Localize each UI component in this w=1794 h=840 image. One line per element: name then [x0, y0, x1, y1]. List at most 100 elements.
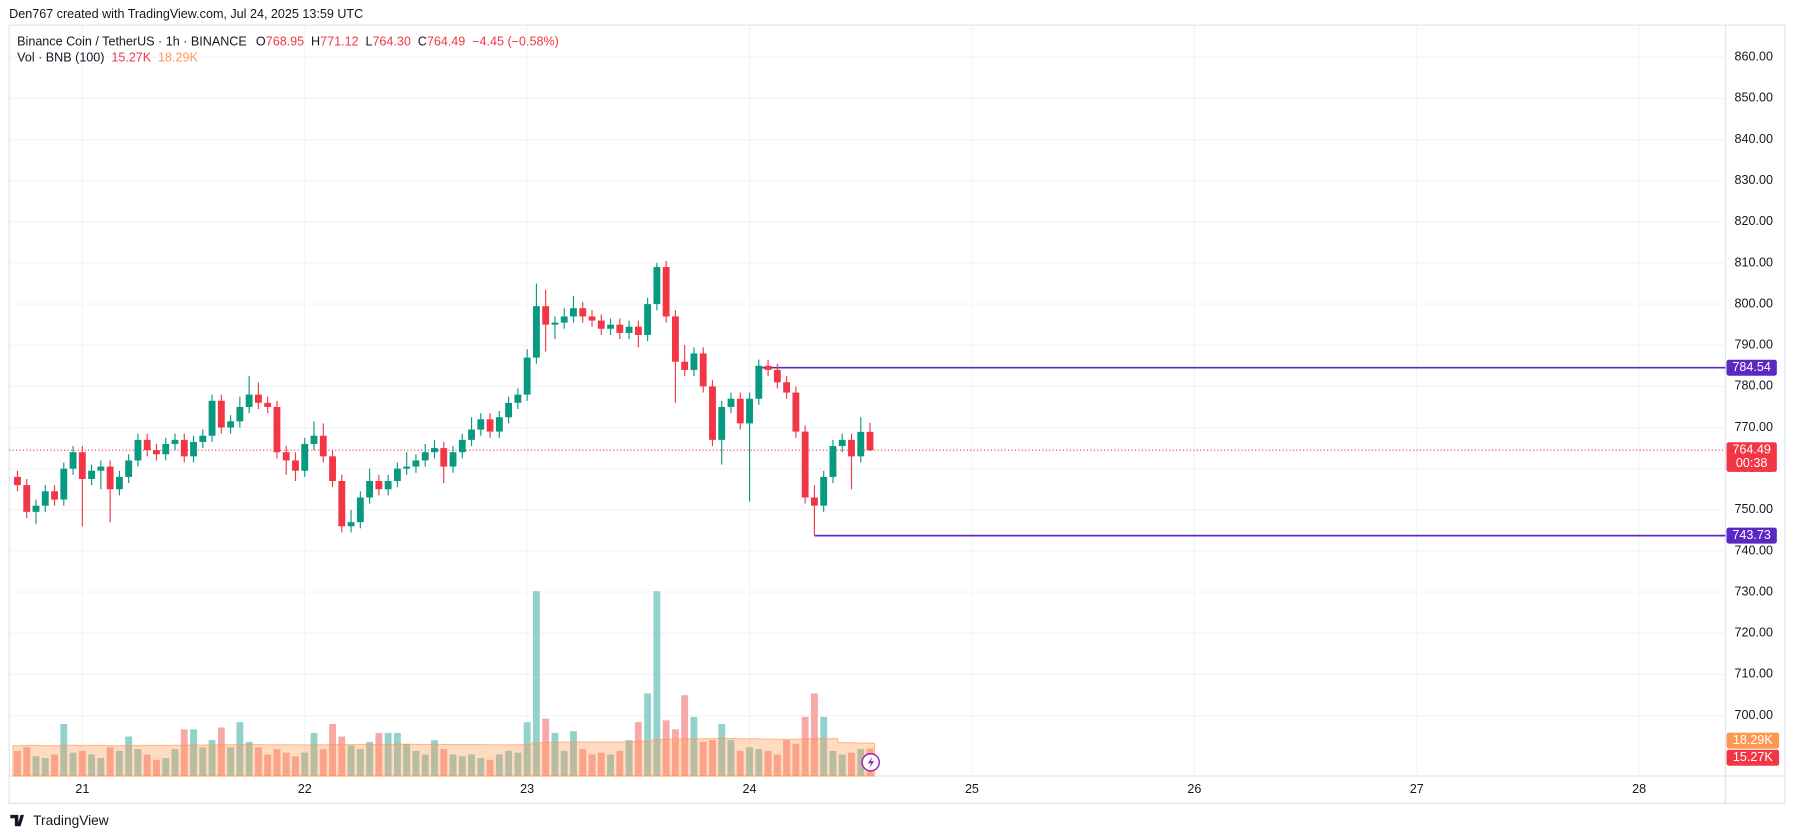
volume-title: Vol · BNB (100) — [17, 51, 104, 65]
candle-body — [88, 470, 96, 479]
volume-bar — [829, 750, 837, 776]
candle-body — [403, 466, 411, 469]
candle-body — [588, 316, 596, 321]
y-tick-label: 700.00 — [1735, 708, 1773, 722]
volume-bar — [718, 723, 726, 776]
volume-bar — [41, 758, 49, 776]
candle-body — [848, 439, 855, 457]
volume-bar — [486, 759, 494, 776]
candle-body — [329, 456, 336, 482]
volume-bar — [690, 716, 698, 776]
volume-bar — [616, 750, 624, 776]
candle-body — [597, 320, 605, 329]
volume-bar — [356, 749, 364, 776]
volume-bar — [551, 732, 559, 776]
legend-value: 764.30 — [372, 35, 410, 49]
y-tick-label: 770.00 — [1735, 420, 1773, 434]
candle-body — [208, 400, 216, 436]
volume-bar — [681, 695, 689, 776]
volume-current: 15.27K — [111, 51, 151, 65]
volume-bar — [495, 754, 503, 776]
candle-body — [458, 439, 466, 453]
candle-body — [625, 326, 633, 333]
candle-body — [690, 353, 698, 370]
candle-body — [199, 435, 207, 442]
volume-bar — [88, 754, 96, 776]
volume-bar — [532, 591, 540, 776]
volume-bar — [848, 752, 855, 776]
logo[interactable]: TradingView — [10, 813, 109, 828]
volume-ma-current: 18.29K — [158, 51, 198, 65]
candle-body — [560, 316, 568, 323]
chart-frame — [8, 24, 1786, 804]
candle-body — [468, 429, 475, 440]
volume-bar — [709, 740, 716, 776]
axes: 700.00710.00720.00730.00740.00750.00760.… — [75, 50, 1780, 796]
logo-mark[interactable] — [10, 814, 25, 827]
candle-body — [23, 485, 31, 512]
volume-pane — [12, 591, 876, 777]
legend-key: C — [418, 35, 427, 49]
candle-body — [254, 394, 262, 403]
volume-bar — [597, 752, 605, 776]
x-tick-label: 22 — [298, 782, 312, 796]
y-tick-label: 790.00 — [1735, 338, 1773, 352]
candle-body — [829, 446, 837, 477]
candle-body — [347, 522, 355, 527]
candle-body — [384, 481, 392, 490]
volume-bar — [449, 754, 457, 776]
candle-body — [477, 419, 485, 430]
candle-body — [282, 452, 290, 461]
volume-bar — [125, 736, 133, 776]
candle-body — [662, 267, 670, 317]
candle-body — [514, 394, 522, 403]
candle-body — [486, 419, 494, 432]
volume-bar — [199, 747, 207, 776]
attribution: Den767 created with TradingView.com, Jul… — [9, 7, 363, 21]
candle-body — [440, 448, 448, 467]
level-label: 784.54 — [1732, 360, 1770, 374]
alert-icon[interactable] — [861, 752, 881, 772]
volume-bar — [292, 756, 299, 776]
legend-value: 771.12 — [320, 35, 358, 49]
legend-key: L — [365, 35, 372, 49]
candle-body — [78, 452, 86, 479]
candle-body — [301, 443, 309, 471]
candle-body — [375, 481, 383, 490]
volume-bar — [97, 758, 105, 776]
candle-body — [671, 316, 679, 362]
volume-bar — [366, 741, 374, 776]
price-label-bg — [1726, 442, 1777, 472]
volume-bar — [671, 729, 679, 776]
volume-bar — [764, 750, 772, 776]
candle-body — [727, 398, 735, 407]
alert-bolt[interactable] — [867, 756, 875, 768]
volume-bar — [634, 722, 642, 776]
volume-bar — [607, 754, 614, 776]
volume-bar — [662, 720, 670, 776]
volume-bar — [421, 754, 429, 776]
y-tick-label: 860.00 — [1735, 50, 1773, 64]
logo-text[interactable]: TradingView — [33, 813, 109, 828]
volume-bar — [523, 722, 531, 776]
candle-body — [607, 324, 614, 329]
candle-body — [764, 365, 772, 370]
candle-body — [634, 326, 642, 335]
legend-value: 764.49 — [427, 35, 465, 49]
volume-bar — [755, 749, 763, 776]
volume-bar — [393, 732, 401, 776]
volume-bar — [180, 729, 188, 776]
candle-body — [551, 322, 559, 325]
volume-bar — [245, 741, 253, 776]
candle-body — [60, 468, 68, 500]
candle-body — [180, 439, 188, 457]
candle-body — [69, 452, 77, 469]
volume-bar — [625, 740, 633, 776]
candle-body — [755, 365, 763, 399]
volume-bar — [412, 750, 420, 776]
y-tick-label: 710.00 — [1735, 667, 1773, 681]
volume-bar — [505, 750, 513, 776]
candle-body — [264, 402, 272, 407]
